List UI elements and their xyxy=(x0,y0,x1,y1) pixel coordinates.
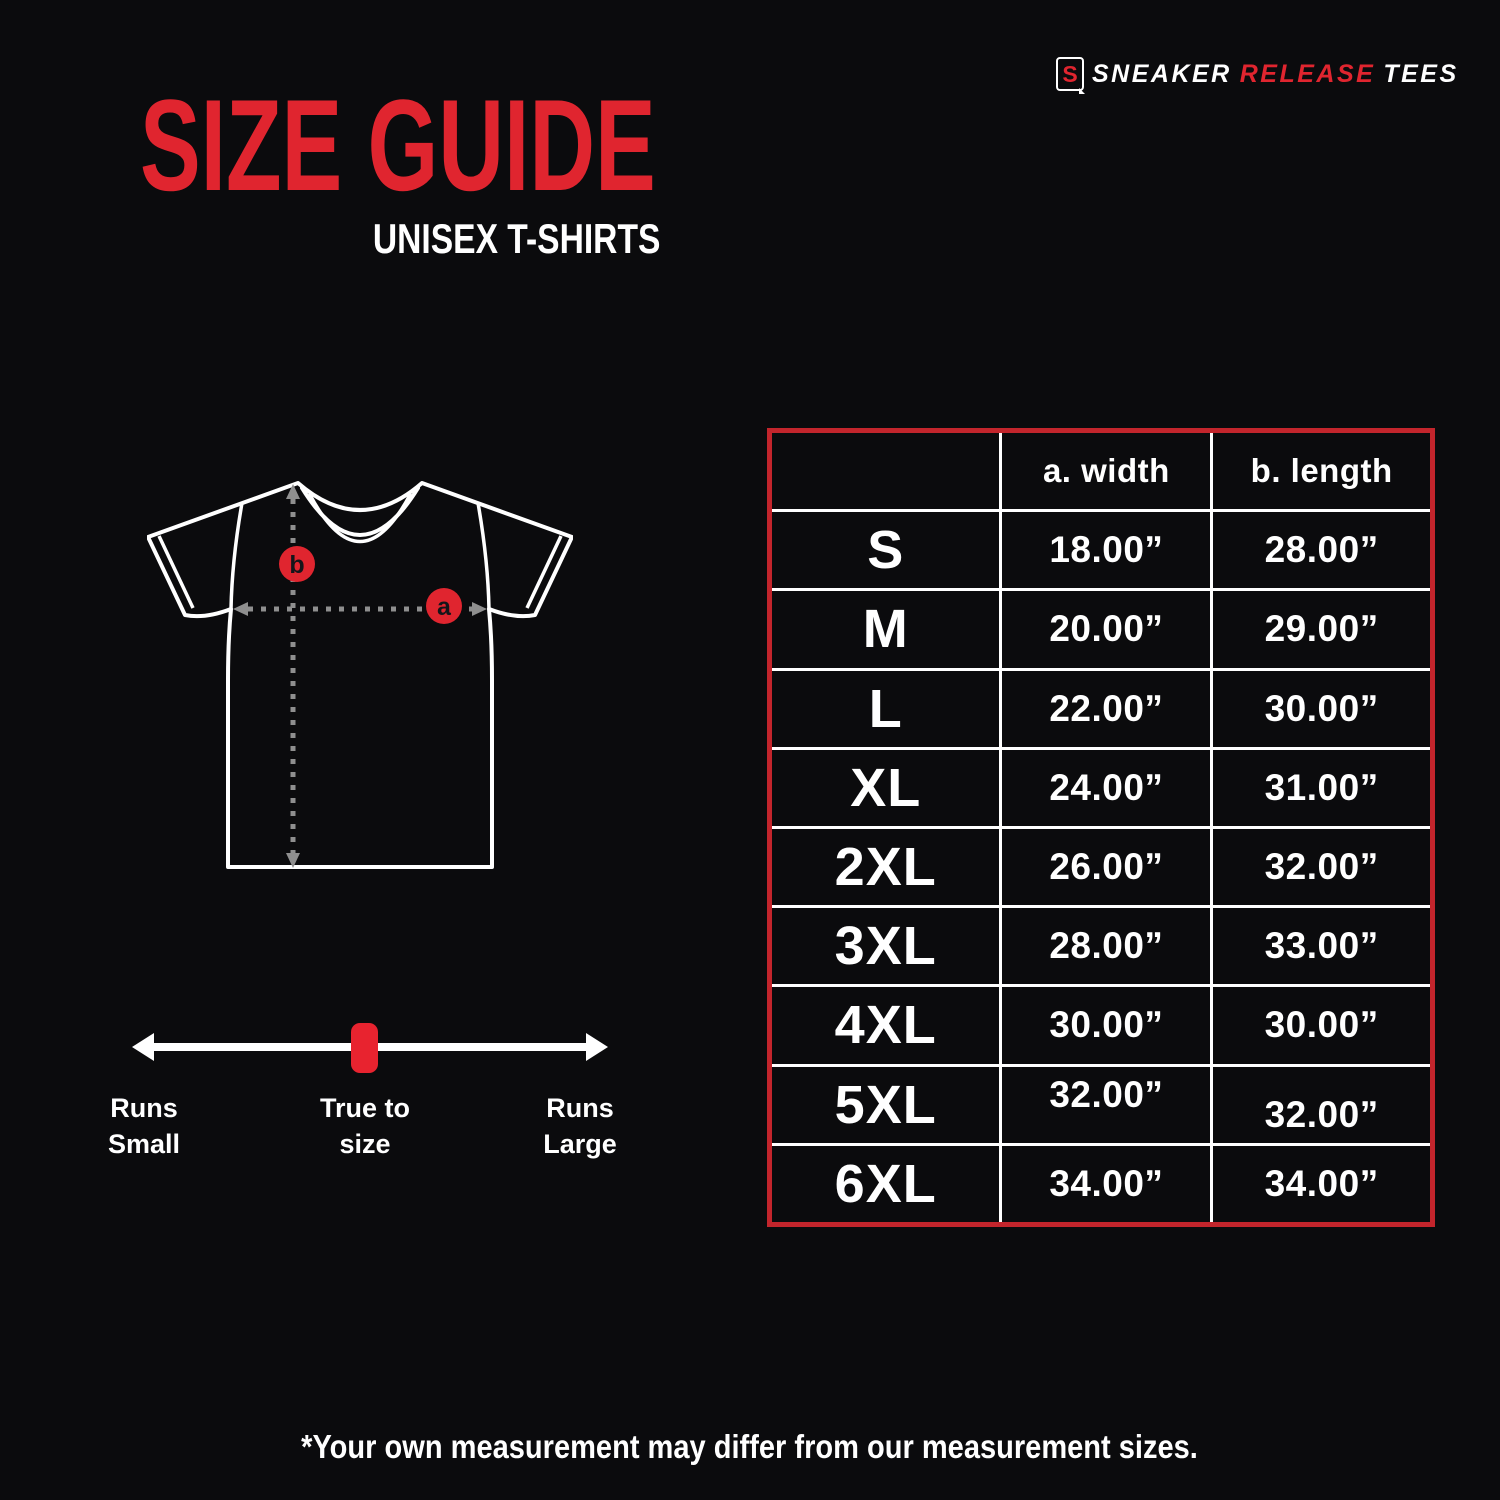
size-cell-text: 4XL xyxy=(834,995,937,1056)
armhole-seam-left xyxy=(229,502,244,610)
width-cell-text: 30.00” xyxy=(1049,1004,1164,1046)
size-cell: XL xyxy=(772,749,1000,826)
width-cell-text: 34.00” xyxy=(1049,1162,1164,1204)
width-cell: 28.00” xyxy=(1002,908,1211,985)
size-cell: M xyxy=(772,591,1000,668)
page-subtitle-wrap: UNISEX T-SHIRTS xyxy=(140,218,660,260)
width-cell: 26.00” xyxy=(1002,828,1211,906)
size-table: a. width b. length S 18.00” 28.00” M 20.00” 2… xyxy=(767,428,1435,1227)
width-cell: 32.00” xyxy=(1002,1066,1211,1143)
size-cell: 2XL xyxy=(772,828,1000,906)
fit-scale-arrow-left-icon xyxy=(132,1033,154,1061)
length-marker-letter: b xyxy=(289,551,304,579)
width-marker-badge xyxy=(426,588,462,624)
size-cell: 6XL xyxy=(772,1145,1000,1222)
length-cell: 33.00” xyxy=(1213,908,1430,985)
length-marker-badge xyxy=(279,546,315,582)
brand-logo: S xyxy=(1056,57,1085,94)
width-cell-text: 20.00” xyxy=(1049,608,1164,650)
width-cell-text: 26.00” xyxy=(1049,846,1164,888)
length-cell-text: 32.00” xyxy=(1264,1093,1379,1135)
width-cell-text: 24.00” xyxy=(1049,766,1164,808)
size-cell: 5XL xyxy=(772,1066,1000,1143)
cuff-seam-left xyxy=(157,535,195,609)
width-cell: 22.00” xyxy=(1002,670,1211,747)
size-cell-text: 3XL xyxy=(834,916,937,977)
brand-name: SNEAKER RELEASE TEES xyxy=(1092,57,1459,91)
length-cell-text: 30.00” xyxy=(1264,687,1379,729)
fit-scale-arrow-right-icon xyxy=(586,1033,608,1061)
length-cell: 32.00” xyxy=(1213,828,1430,906)
width-arrow-right-icon xyxy=(472,602,487,616)
width-cell-text: 32.00” xyxy=(1049,1073,1164,1115)
width-cell: 18.00” xyxy=(1002,512,1211,589)
footer-note-wrap: *Your own measurement may differ from ou… xyxy=(0,1427,1500,1467)
collar-seam-line xyxy=(308,493,412,544)
size-cell-text: XL xyxy=(850,757,922,818)
length-cell-text: 32.00” xyxy=(1264,846,1379,888)
width-cell-text: 18.00” xyxy=(1049,529,1164,571)
size-cell: 3XL xyxy=(772,908,1000,985)
size-cell-text: S xyxy=(867,520,905,581)
width-cell: 30.00” xyxy=(1002,987,1211,1064)
tshirt-measure-diagram: b a xyxy=(147,481,573,869)
length-cell: 30.00” xyxy=(1213,987,1430,1064)
page-title: SIZE GUIDE xyxy=(140,72,656,218)
size-cell-text: L xyxy=(868,678,903,739)
fit-label-runs-small: Runs Small xyxy=(107,1093,181,1159)
brand-word-release: RELEASE xyxy=(1239,60,1376,88)
size-cell-text: 5XL xyxy=(834,1074,937,1135)
brand-word-sneaker: SNEAKER xyxy=(1092,60,1232,88)
width-cell: 24.00” xyxy=(1002,749,1211,826)
size-table-header-empty xyxy=(772,433,1000,510)
width-cell-text: 22.00” xyxy=(1049,687,1164,729)
fit-label-true-to-size: True to size xyxy=(319,1093,410,1159)
fit-label-runs-large: Runs Large xyxy=(543,1093,617,1159)
cuff-seam-right xyxy=(525,535,563,609)
size-cell: S xyxy=(772,512,1000,589)
length-cell: 31.00” xyxy=(1213,749,1430,826)
length-cell: 32.00” xyxy=(1213,1066,1430,1143)
page-subtitle: UNISEX T-SHIRTS xyxy=(372,215,660,262)
size-cell-text: 6XL xyxy=(834,1153,937,1214)
length-cell-text: 33.00” xyxy=(1264,925,1379,967)
armhole-seam-right xyxy=(476,502,491,610)
size-cell: 4XL xyxy=(772,987,1000,1064)
size-cell: L xyxy=(772,670,1000,747)
length-cell: 34.00” xyxy=(1213,1145,1430,1222)
tshirt-outline xyxy=(147,481,573,869)
size-cell-text: 2XL xyxy=(834,837,937,898)
length-cell: 30.00” xyxy=(1213,670,1430,747)
width-cell: 20.00” xyxy=(1002,591,1211,668)
fit-scale-handle xyxy=(351,1023,378,1073)
fit-scale xyxy=(132,1023,608,1073)
length-cell-text: 34.00” xyxy=(1264,1162,1379,1204)
length-cell: 29.00” xyxy=(1213,591,1430,668)
length-arrow-up-icon xyxy=(286,484,300,499)
length-cell-text: 31.00” xyxy=(1264,766,1379,808)
length-cell-text: 28.00” xyxy=(1264,529,1379,571)
width-marker-letter: a xyxy=(437,593,452,621)
brand-logo-arrow-icon xyxy=(1079,88,1085,94)
brand-logo-letter: S xyxy=(1062,60,1078,87)
length-arrow-down-icon xyxy=(286,853,300,868)
size-table-header-length: b. length xyxy=(1213,433,1430,510)
size-cell-text: M xyxy=(862,599,909,660)
footer-note: *Your own measurement may differ from ou… xyxy=(301,1428,1199,1465)
brand-word-tees: TEES xyxy=(1383,60,1459,88)
length-cell-text: 30.00” xyxy=(1264,1004,1379,1046)
length-cell: 28.00” xyxy=(1213,512,1430,589)
width-cell: 34.00” xyxy=(1002,1145,1211,1222)
width-arrow-left-icon xyxy=(233,602,248,616)
length-cell-text: 29.00” xyxy=(1264,608,1379,650)
width-cell-text: 28.00” xyxy=(1049,925,1164,967)
size-table-header-width: a. width xyxy=(1002,433,1211,510)
